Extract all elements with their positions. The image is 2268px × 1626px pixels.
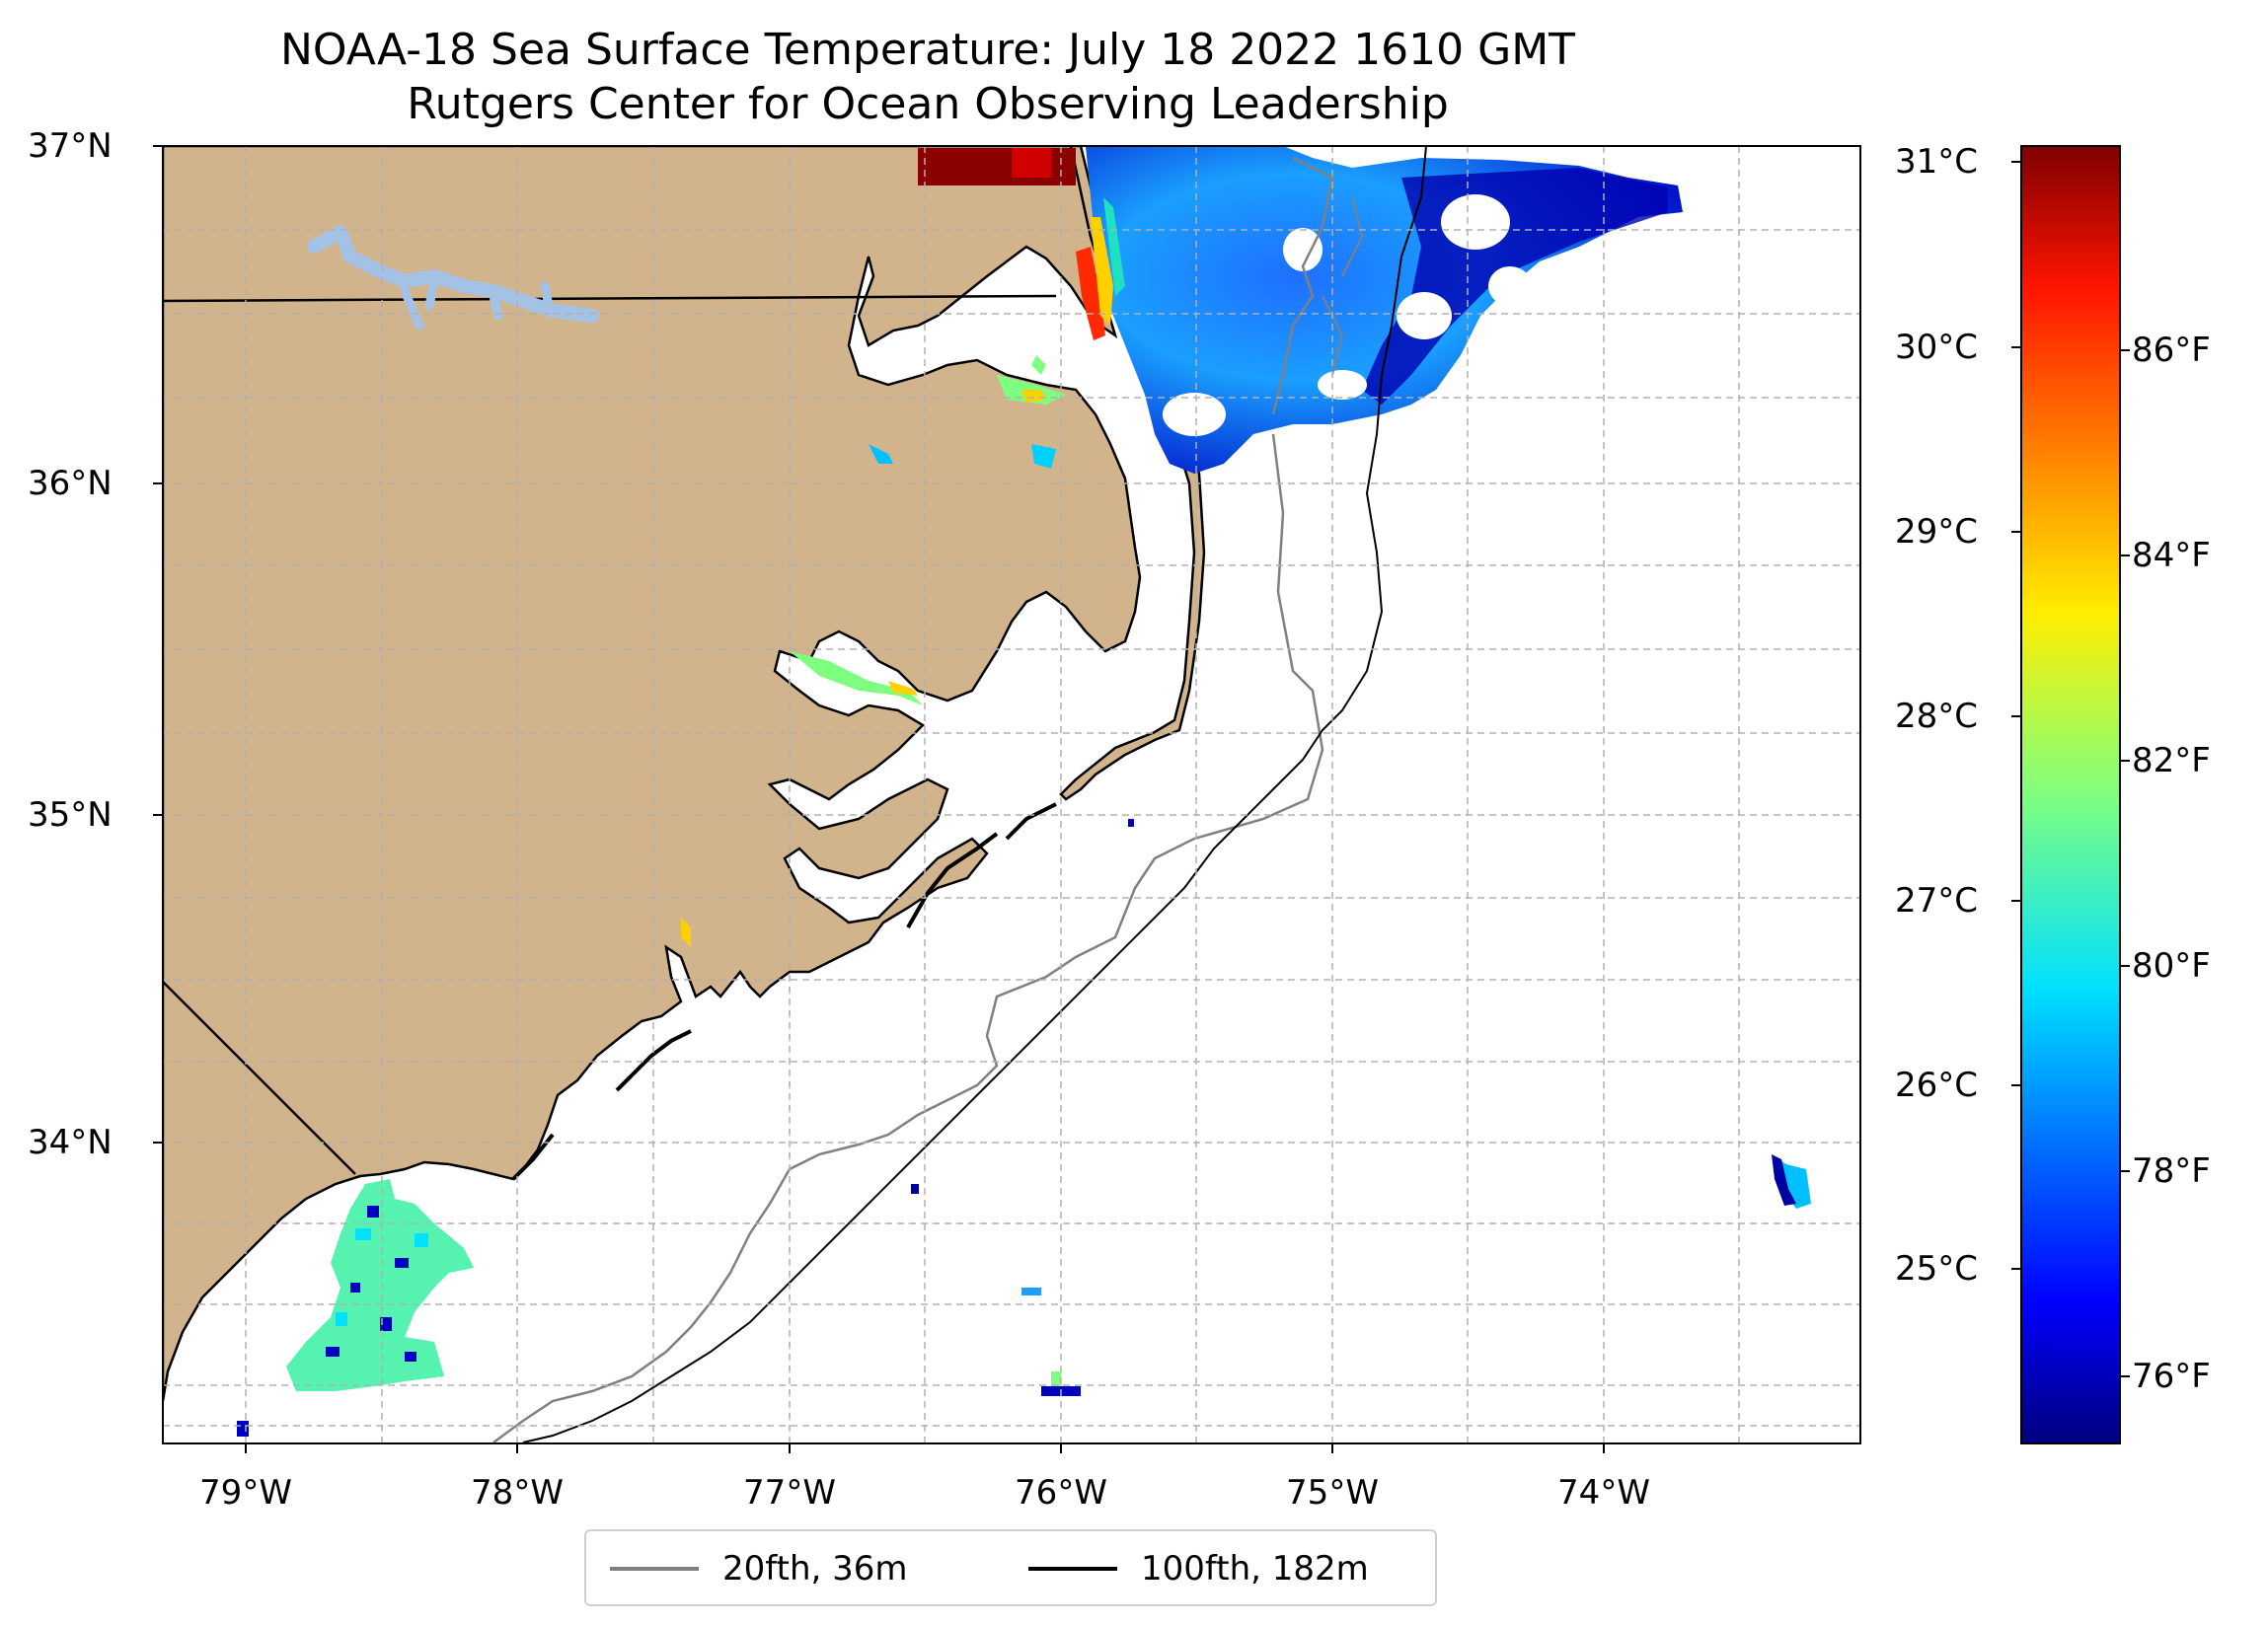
colorbar-fahrenheit-label: 80°F [2132, 946, 2211, 986]
gridlines [163, 146, 1860, 1443]
legend-label: 100fth, 182m [1141, 1549, 1369, 1589]
colorbar-fahrenheit-label: 76°F [2132, 1357, 2211, 1396]
colorbar-fahrenheit-label: 84°F [2132, 536, 2211, 575]
legend-item-20fth: 20fth, 36m [610, 1549, 908, 1589]
legend: 20fth, 36m 100fth, 182m [584, 1529, 1437, 1606]
colorbar-celsius-label: 25°C [1895, 1249, 1979, 1289]
isobath-100fth [522, 146, 1427, 1443]
figure-subtitle: Rutgers Center for Ocean Observing Leade… [407, 79, 1449, 129]
colorbar-celsius-label: 30°C [1895, 328, 1979, 367]
colorbar-fahrenheit-label: 86°F [2132, 331, 2211, 370]
legend-swatch-gray [610, 1567, 699, 1571]
colorbar-celsius-label: 26°C [1895, 1066, 1979, 1105]
colorbar-fahrenheit-label: 82°F [2132, 741, 2211, 780]
legend-label: 20fth, 36m [722, 1549, 908, 1589]
lon-tick-label: 79°W [199, 1473, 292, 1513]
lake-water-body [307, 225, 599, 323]
colorbar-celsius-label: 27°C [1895, 881, 1979, 921]
figure-title: NOAA-18 Sea Surface Temperature: July 18… [279, 25, 1576, 75]
lon-tick-label: 74°W [1557, 1473, 1650, 1513]
sst-south-patch [286, 1179, 474, 1391]
colorbar-celsius-label: 28°C [1895, 697, 1979, 736]
colorbar-fahrenheit-label: 78°F [2132, 1151, 2211, 1191]
lat-tick-label: 37°N [28, 126, 113, 166]
barrier-islands-south [511, 802, 1057, 1181]
colorbar-celsius-label: 29°C [1895, 512, 1979, 552]
legend-swatch-black [1028, 1567, 1117, 1571]
isobath-20fth [492, 433, 1324, 1443]
lon-tick-label: 77°W [743, 1473, 836, 1513]
colorbar-celsius-label: 31°C [1895, 142, 1979, 182]
lon-tick-label: 75°W [1286, 1473, 1379, 1513]
lon-tick-label: 78°W [471, 1473, 564, 1513]
state-border-va-nc [163, 294, 1057, 303]
lat-tick-label: 34°N [28, 1123, 113, 1162]
colorbar [2020, 145, 2121, 1444]
map-frame [162, 145, 1861, 1444]
land-mass [163, 146, 1142, 1402]
lat-tick-label: 36°N [28, 464, 113, 503]
lat-tick-label: 35°N [28, 795, 113, 835]
lon-tick-label: 76°W [1015, 1473, 1107, 1513]
legend-item-100fth: 100fth, 182m [1028, 1549, 1369, 1589]
